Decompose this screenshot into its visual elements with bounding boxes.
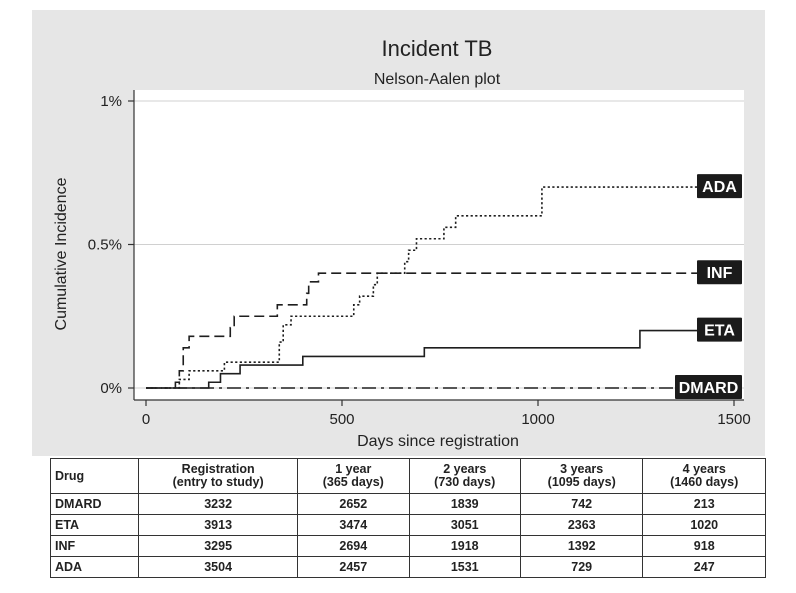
risk-table: Drug Registration (entry to study) 1 year (3…: [49, 458, 766, 578]
risk-table-cell: 2652: [297, 493, 410, 515]
risk-table-header-cell: Registration (entry to study): [138, 458, 299, 494]
risk-table-cell: DMARD: [49, 493, 140, 515]
risk-table-cell: 3232: [138, 493, 299, 515]
risk-table-header-line: Registration: [181, 462, 255, 476]
risk-table-cell: 3504: [138, 556, 299, 578]
risk-table-cell: 1392: [519, 535, 644, 557]
chart-subtitle: Nelson-Aalen plot: [374, 71, 501, 88]
chart-title: Incident TB: [382, 36, 493, 61]
risk-table-cell: 213: [642, 493, 766, 515]
risk-table-cell: 918: [642, 535, 766, 557]
x-tick-label: 0: [142, 411, 150, 428]
x-tick-label: 500: [329, 411, 354, 428]
risk-table-header-line: (entry to study): [172, 475, 264, 489]
chart-figure: Incident TB Nelson-Aalen plot 0% 0.5% 1% 0 5…: [32, 10, 765, 456]
y-tick-label: 1%: [100, 93, 122, 110]
risk-table-cell: 2694: [297, 535, 410, 557]
svg-text:ADA: ADA: [702, 179, 737, 196]
risk-table-header-cell: 1 year (365 days): [297, 458, 410, 494]
series-label-dmard: DMARD: [675, 375, 742, 399]
table-row: DMARD 3232 2652 1839 742 213: [49, 493, 766, 515]
table-row: ETA 3913 3474 3051 2363 1020: [49, 514, 766, 536]
risk-table-cell: INF: [49, 535, 140, 557]
risk-table-header-line: (365 days): [322, 475, 384, 489]
y-tick-label: 0%: [100, 380, 122, 397]
risk-table-cell: 2457: [297, 556, 410, 578]
series-line-inf: [146, 272, 734, 389]
series-line-ada: [146, 186, 734, 389]
axis-layer: 0% 0.5% 1% 0 500 1000 1500: [88, 90, 751, 428]
risk-table-header-cell: 2 years (730 days): [408, 458, 521, 494]
risk-table-cell: 3474: [297, 514, 410, 536]
risk-table-cell: 2363: [519, 514, 644, 536]
risk-table-header-cell: Drug: [49, 458, 140, 494]
series-label-layer: ADA INF ETA DMARD: [675, 174, 742, 399]
svg-text:DMARD: DMARD: [679, 380, 739, 397]
risk-table-cell: 742: [519, 493, 644, 515]
risk-table-header-line: (1460 days): [670, 475, 739, 489]
risk-table-cell: ADA: [49, 556, 140, 578]
risk-table-cell: 247: [642, 556, 766, 578]
series-line-eta: [146, 329, 734, 389]
risk-table-header-row: Drug Registration (entry to study) 1 year (3…: [49, 458, 766, 494]
risk-table-header: Drug Registration (entry to study) 1 year (3…: [49, 458, 766, 494]
series-label-eta: ETA: [697, 317, 742, 342]
series-label-ada: ADA: [697, 174, 742, 199]
risk-table-body: DMARD 3232 2652 1839 742 213 ETA 3913 3474 3051 23…: [49, 493, 766, 578]
risk-table-cell: 1918: [408, 535, 521, 557]
svg-text:INF: INF: [707, 265, 733, 282]
svg-text:ETA: ETA: [704, 323, 735, 340]
series-label-inf: INF: [697, 260, 742, 285]
x-tick-label: 1000: [521, 411, 554, 428]
risk-table-header-cell: 4 years (1460 days): [642, 458, 766, 494]
x-tick-label: 1500: [717, 411, 750, 428]
y-tick-label: 0.5%: [88, 237, 122, 254]
risk-table-header-line: 1 year: [335, 462, 372, 476]
risk-table-cell: 1839: [408, 493, 521, 515]
risk-table-cell: 3295: [138, 535, 299, 557]
y-axis-label: Cumulative Incidence: [53, 177, 70, 330]
risk-table-header-cell: 3 years (1095 days): [519, 458, 644, 494]
series-layer: [146, 186, 734, 389]
risk-table-header-line: 2 years: [443, 462, 487, 476]
risk-table-cell: 1020: [642, 514, 766, 536]
table-row: ADA 3504 2457 1531 729 247: [49, 556, 766, 578]
risk-table-cell: 3051: [408, 514, 521, 536]
risk-table-cell: 1531: [408, 556, 521, 578]
risk-table-cell: 3913: [138, 514, 299, 536]
risk-table-cell: 729: [519, 556, 644, 578]
risk-table-cell: ETA: [49, 514, 140, 536]
table-row: INF 3295 2694 1918 1392 918: [49, 535, 766, 557]
chart-svg: Incident TB Nelson-Aalen plot 0% 0.5% 1% 0 5…: [53, 36, 751, 450]
risk-table-header-line: 3 years: [560, 462, 604, 476]
risk-table-header-line: (730 days): [434, 475, 496, 489]
risk-table-header-line: (1095 days): [547, 475, 616, 489]
x-axis-label: Days since registration: [357, 433, 519, 450]
risk-table-header-line: 4 years: [682, 462, 726, 476]
